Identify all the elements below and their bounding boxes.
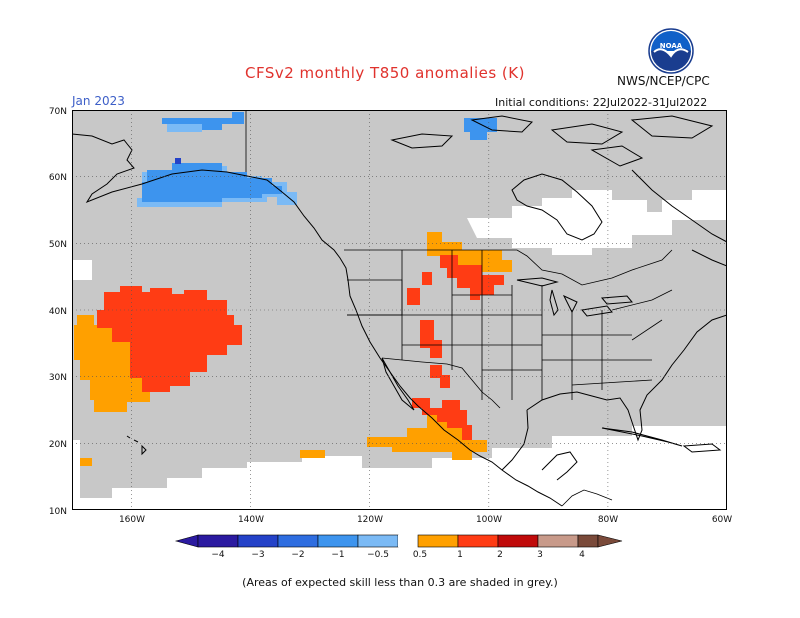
- coastlines: [72, 115, 727, 507]
- lat-tick: 20N: [49, 440, 67, 450]
- lon-tick: 120W: [357, 515, 383, 525]
- colorbar-label: −1: [331, 550, 344, 560]
- graticule: [72, 110, 727, 510]
- lon-ticks: 160W 140W 120W 100W 80W 60W: [119, 515, 732, 525]
- valid-month-label: Jan 2023: [72, 94, 125, 108]
- lon-tick: 140W: [238, 515, 264, 525]
- map-frame: [72, 110, 727, 510]
- colorbar: −4 −3 −2 −1 −0.5 0.5 1 2 3 4: [174, 534, 623, 560]
- lat-tick: 50N: [49, 240, 67, 250]
- cool-anomaly-blue: [137, 112, 497, 207]
- colorbar-label: 2: [497, 550, 503, 560]
- agency-label: NWS/NCEP/CPC: [617, 74, 710, 88]
- lat-tick: 10N: [49, 507, 67, 517]
- initial-conditions-label: Initial conditions: 22Jul2022-31Jul2022: [495, 96, 708, 109]
- lon-tick: 80W: [598, 515, 618, 525]
- lat-tick: 70N: [49, 107, 67, 117]
- skill-footnote: (Areas of expected skill less than 0.3 a…: [242, 576, 558, 589]
- anomaly-map: [72, 110, 727, 510]
- lat-tick: 40N: [49, 307, 67, 317]
- colorbar-label: 4: [579, 550, 585, 560]
- lat-tick: 30N: [49, 373, 67, 383]
- axis-labels: 70N 60N 50N 40N 30N 20N 10N 160W 140W 12…: [49, 107, 732, 525]
- map-title: CFSv2 monthly T850 anomalies (K): [245, 64, 525, 82]
- colorbar-label: −4: [211, 550, 225, 560]
- non-shaded-regions: [72, 190, 727, 510]
- colorbar-label: 1: [457, 550, 463, 560]
- lat-ticks: 70N 60N 50N 40N 30N 20N 10N: [49, 107, 67, 517]
- lon-tick: 100W: [476, 515, 502, 525]
- colorbar-label: 0.5: [413, 550, 427, 560]
- noaa-logo-icon: NOAA: [648, 28, 694, 74]
- lon-tick: 160W: [119, 515, 145, 525]
- lon-tick: 60W: [712, 515, 732, 525]
- colorbar-min-arrow: [174, 534, 199, 548]
- colorbar-label: 3: [537, 550, 543, 560]
- colorbar-label: −2: [291, 550, 304, 560]
- borders: [245, 110, 673, 507]
- colorbar-label: −3: [251, 550, 264, 560]
- lat-tick: 60N: [49, 173, 67, 183]
- warm-anomaly-red: [97, 255, 504, 440]
- colorbar-max-arrow: [597, 534, 623, 548]
- svg-text:NOAA: NOAA: [660, 42, 683, 50]
- colorbar-label: −0.5: [367, 550, 389, 560]
